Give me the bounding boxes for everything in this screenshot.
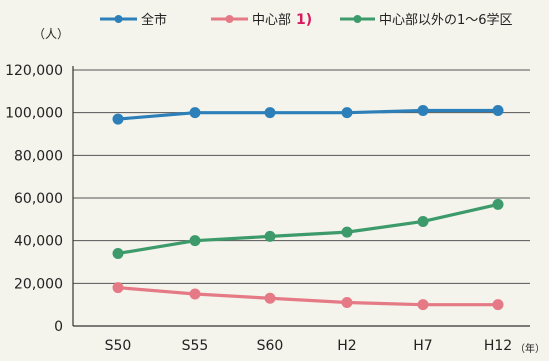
data-point (417, 105, 429, 117)
data-point (112, 113, 124, 125)
data-point (417, 215, 429, 227)
legend-label: 中心部以外の1～6学区 (379, 12, 513, 28)
y-tick-label: 40,000 (14, 234, 63, 250)
legend-marker (353, 15, 362, 23)
x-tick-label: S55 (182, 338, 209, 354)
data-point (492, 105, 504, 117)
y-tick-label: 80,000 (14, 148, 63, 164)
data-point (341, 226, 353, 238)
y-tick-label: 120,000 (5, 63, 63, 79)
data-point (189, 107, 201, 119)
legend-item-1: 全市 (100, 12, 167, 28)
legend-item-3: 中心部以外の1～6学区 (340, 12, 513, 28)
data-point (189, 288, 201, 300)
series-line (117, 202, 499, 256)
legend-item-2: 中心部 1) (211, 12, 312, 28)
y-tick-label: 0 (54, 319, 63, 335)
data-point (341, 297, 353, 309)
legend-label: 中心部 (252, 13, 291, 28)
x-tick-label: H12 (484, 338, 512, 354)
x-axis-unit: （年） (515, 342, 545, 355)
data-point (264, 230, 276, 242)
legend-note: 1) (296, 12, 312, 28)
y-tick-label: 100,000 (5, 106, 63, 122)
data-point (112, 282, 124, 294)
data-point (492, 299, 504, 311)
data-point (264, 107, 276, 119)
legend: 全市 中心部 1) 中心部以外の1～6学区 (100, 12, 513, 28)
x-tick-label: H7 (413, 338, 432, 354)
axes (72, 66, 530, 327)
series-2 (112, 282, 504, 311)
y-tick-label: 20,000 (14, 276, 63, 292)
data-point (492, 198, 504, 210)
x-tick-labels: S50 S55 S60 H2 H7 H12 (105, 338, 513, 354)
series-line (117, 286, 498, 307)
series-line (117, 108, 498, 121)
data-point (189, 235, 201, 247)
data-point (264, 292, 276, 304)
y-axis-unit: （人） (33, 27, 69, 41)
legend-marker (225, 15, 234, 23)
x-tick-label: H2 (337, 338, 356, 354)
legend-label: 全市 (141, 12, 167, 28)
y-tick-labels: 0 20,000 40,000 60,000 80,000 100,000 120,000 (5, 63, 63, 335)
legend-marker (114, 15, 123, 23)
data-point (341, 107, 353, 119)
y-tick-label: 60,000 (14, 191, 63, 207)
series-3 (112, 198, 504, 259)
x-tick-label: S50 (105, 338, 132, 354)
series-1 (112, 105, 504, 125)
gridlines (73, 69, 530, 284)
x-tick-label: S60 (257, 338, 284, 354)
series-lines (112, 105, 504, 311)
data-point (112, 247, 124, 259)
data-point (417, 299, 429, 311)
